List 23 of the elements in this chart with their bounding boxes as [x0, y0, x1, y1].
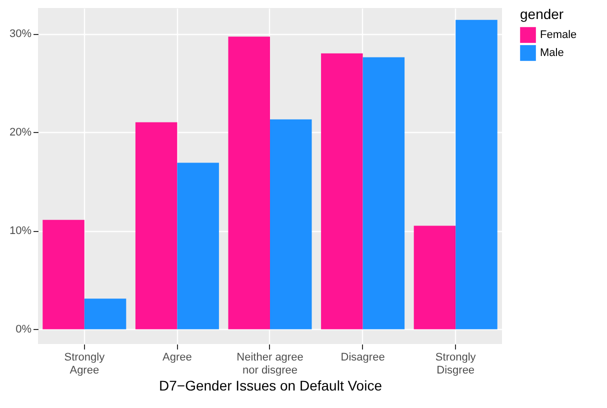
bar — [42, 220, 84, 330]
x-tick-label: Neither agree nor disgree — [236, 352, 304, 376]
x-tick-label: Agree — [162, 352, 192, 364]
x-axis-title: D7−Gender Issues on Default Voice — [159, 378, 382, 394]
legend-label: Male — [540, 47, 564, 59]
y-tick-label: 30% — [9, 28, 32, 40]
bar — [362, 57, 405, 330]
y-tick-label: 0% — [16, 324, 32, 336]
x-tick-label: Strongly Agree — [64, 352, 106, 376]
bar — [177, 162, 219, 330]
bar — [456, 20, 498, 330]
y-tick-label: 10% — [9, 225, 32, 238]
bar — [228, 36, 270, 330]
bar — [414, 226, 456, 330]
bar — [321, 53, 363, 330]
y-tick-label: 20% — [9, 126, 32, 139]
legend-label: Female — [540, 29, 577, 41]
bar — [84, 298, 126, 330]
x-tick-label: Strongly Disgree — [435, 352, 476, 376]
x-tick-label: Disagree — [340, 352, 385, 364]
bar — [270, 119, 312, 330]
bar — [135, 122, 178, 330]
legend-title: gender — [520, 6, 564, 22]
